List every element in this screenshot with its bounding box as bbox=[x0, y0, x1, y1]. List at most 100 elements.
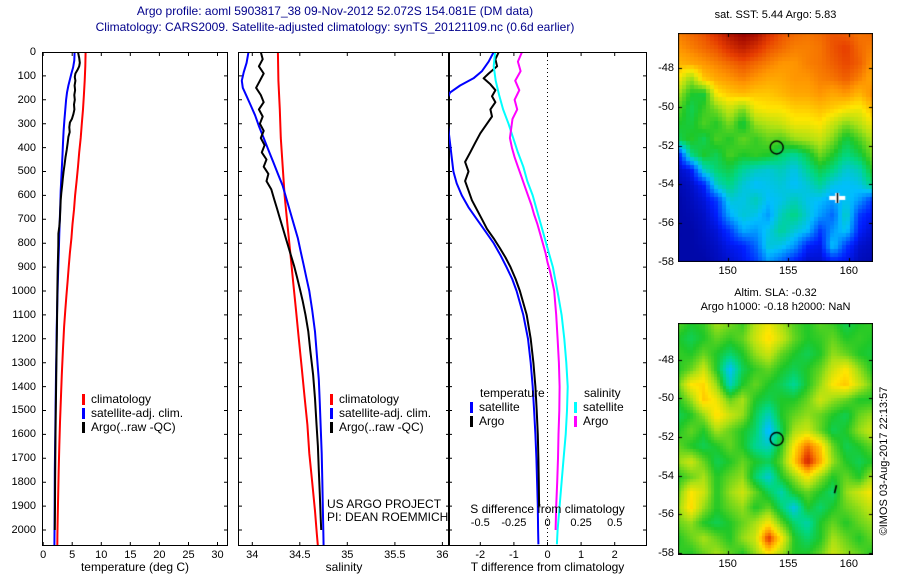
salinity-axis-label: salinity bbox=[325, 560, 363, 574]
temperature-axis-label: temperature (deg C) bbox=[80, 560, 190, 574]
legend-label-satellite-adj: satellite-adj. clim. bbox=[339, 406, 432, 420]
tick-label: -52 bbox=[658, 431, 674, 444]
tick-label: 160 bbox=[839, 265, 858, 277]
tick-label: 800 bbox=[17, 237, 36, 250]
legend-label-argo: Argo(..raw -QC) bbox=[91, 420, 176, 434]
tick-label: 1000 bbox=[11, 284, 36, 297]
legend-marker-climatology bbox=[330, 393, 333, 405]
tick-label: 1900 bbox=[11, 500, 36, 513]
legend-marker-s-satellite bbox=[574, 401, 577, 413]
legend-header-temperature: temperature bbox=[480, 386, 545, 400]
tick-label: -58 bbox=[658, 547, 674, 560]
tick-label: -48 bbox=[658, 353, 674, 366]
legend-temperature-panel: climatology satellite-adj. clim. Argo(..… bbox=[82, 392, 183, 434]
tick-label: -56 bbox=[658, 217, 674, 230]
tick-label: 36 bbox=[436, 549, 449, 561]
tick-label: 30 bbox=[211, 549, 224, 561]
legend-marker-satellite-adj bbox=[330, 407, 333, 419]
legend-label-argo: Argo(..raw -QC) bbox=[339, 420, 424, 434]
profile-line-climatology bbox=[276, 52, 319, 546]
tick-label: 100 bbox=[17, 69, 36, 82]
legend-marker-satellite-adj bbox=[82, 407, 85, 419]
tick-label: 1100 bbox=[12, 308, 36, 321]
tick-label: 15 bbox=[124, 549, 137, 561]
tick-label: 10 bbox=[95, 549, 108, 561]
tick-label: 200 bbox=[17, 93, 36, 106]
tick-label: -54 bbox=[658, 178, 674, 191]
tick-label: 5 bbox=[69, 549, 76, 561]
sla-map-title-line2: Argo h1000: -0.18 h2000: NaN bbox=[700, 301, 851, 313]
legend-marker-t-satellite bbox=[470, 401, 473, 413]
tick-label: -58 bbox=[658, 256, 674, 268]
sst-map-title: sat. SST: 5.44 Argo: 5.83 bbox=[714, 9, 837, 21]
tick-label: 0 bbox=[544, 549, 551, 561]
sla-map-title-line1: Altim. SLA: -0.32 bbox=[734, 287, 817, 299]
project-annotation-line1: US ARGO PROJECT bbox=[327, 497, 442, 511]
imos-watermark: ©IMOS 03-Aug-2017 22:13:57 bbox=[878, 386, 890, 536]
legend-marker-t-argo bbox=[470, 415, 473, 427]
legend-label-climatology: climatology bbox=[339, 392, 400, 406]
tick-label: -50 bbox=[658, 100, 674, 113]
legend-label-t-satellite: satellite bbox=[479, 400, 520, 414]
tick-label: 400 bbox=[17, 141, 36, 154]
tick-label: 35.5 bbox=[384, 549, 406, 561]
legend-salinity-panel: climatology satellite-adj. clim. Argo(..… bbox=[330, 392, 431, 434]
tick-label: 34 bbox=[246, 549, 259, 561]
tick-label: 25 bbox=[182, 549, 195, 561]
t-difference-axis-label: T difference from climatology bbox=[470, 560, 625, 574]
tick-label: -0.25 bbox=[501, 517, 527, 529]
legend-label-s-argo: Argo bbox=[583, 414, 609, 428]
legend-label-climatology: climatology bbox=[91, 392, 152, 406]
tick-label: 1400 bbox=[11, 380, 36, 393]
legend-marker-climatology bbox=[82, 393, 85, 405]
legend-label-satellite-adj: satellite-adj. clim. bbox=[91, 406, 184, 420]
tick-label: -0.5 bbox=[470, 517, 490, 529]
tick-label: 1200 bbox=[11, 332, 36, 345]
tick-label: 0.5 bbox=[607, 517, 623, 529]
tick-label: 300 bbox=[17, 117, 36, 130]
tick-label: 160 bbox=[839, 558, 858, 570]
legend-label-t-argo: Argo bbox=[479, 414, 505, 428]
tick-label: 2 bbox=[611, 549, 618, 561]
tick-label: -54 bbox=[658, 469, 674, 482]
tick-label: 0.25 bbox=[570, 517, 592, 529]
legend-label-s-satellite: satellite bbox=[583, 400, 624, 414]
profile-line-s-satellite bbox=[492, 52, 569, 545]
s-difference-axis-label: S difference from climatology bbox=[470, 502, 625, 516]
tick-label: 1800 bbox=[11, 476, 36, 489]
profile-line-t-satellite bbox=[448, 52, 540, 545]
tick-label: 150 bbox=[718, 558, 737, 570]
tick-label: 0 bbox=[544, 517, 551, 529]
difference-profile-panel bbox=[448, 52, 647, 546]
tick-label: -52 bbox=[658, 139, 674, 152]
project-annotation: US ARGO PROJECT PI: DEAN ROEMMICH bbox=[327, 498, 448, 524]
tick-label: 150 bbox=[718, 265, 737, 277]
tick-label: 900 bbox=[17, 261, 36, 274]
profile-line-s-argo bbox=[508, 52, 561, 531]
project-annotation-line2: PI: DEAN ROEMMICH bbox=[327, 510, 449, 524]
tick-label: -1 bbox=[508, 549, 519, 561]
tick-label: 20 bbox=[153, 549, 166, 561]
tick-label: 2000 bbox=[11, 523, 36, 536]
profile-line-argo-raw-qc- bbox=[53, 52, 81, 531]
tick-label: 155 bbox=[779, 558, 798, 570]
tick-label: 500 bbox=[17, 165, 36, 178]
salinity-profile-panel bbox=[238, 52, 450, 546]
tick-label: -2 bbox=[475, 549, 486, 561]
tick-label: 600 bbox=[17, 189, 36, 202]
tick-label: 34.5 bbox=[289, 549, 311, 561]
profile-line-t-argo bbox=[464, 52, 541, 507]
tick-label: 1500 bbox=[11, 404, 36, 417]
tick-label: 700 bbox=[17, 213, 36, 226]
sla-map bbox=[678, 323, 873, 555]
figure-title-line1: Argo profile: aoml 5903817_38 09-Nov-201… bbox=[136, 4, 534, 18]
tick-label: 1300 bbox=[11, 356, 36, 369]
tick-label: 0 bbox=[40, 549, 47, 561]
legend-marker-s-argo bbox=[574, 415, 577, 427]
sst-map bbox=[678, 33, 873, 262]
tick-label: 1 bbox=[578, 549, 585, 561]
tick-label: 155 bbox=[779, 265, 798, 277]
tick-label: 1600 bbox=[11, 428, 36, 441]
tick-label: -48 bbox=[658, 61, 674, 74]
